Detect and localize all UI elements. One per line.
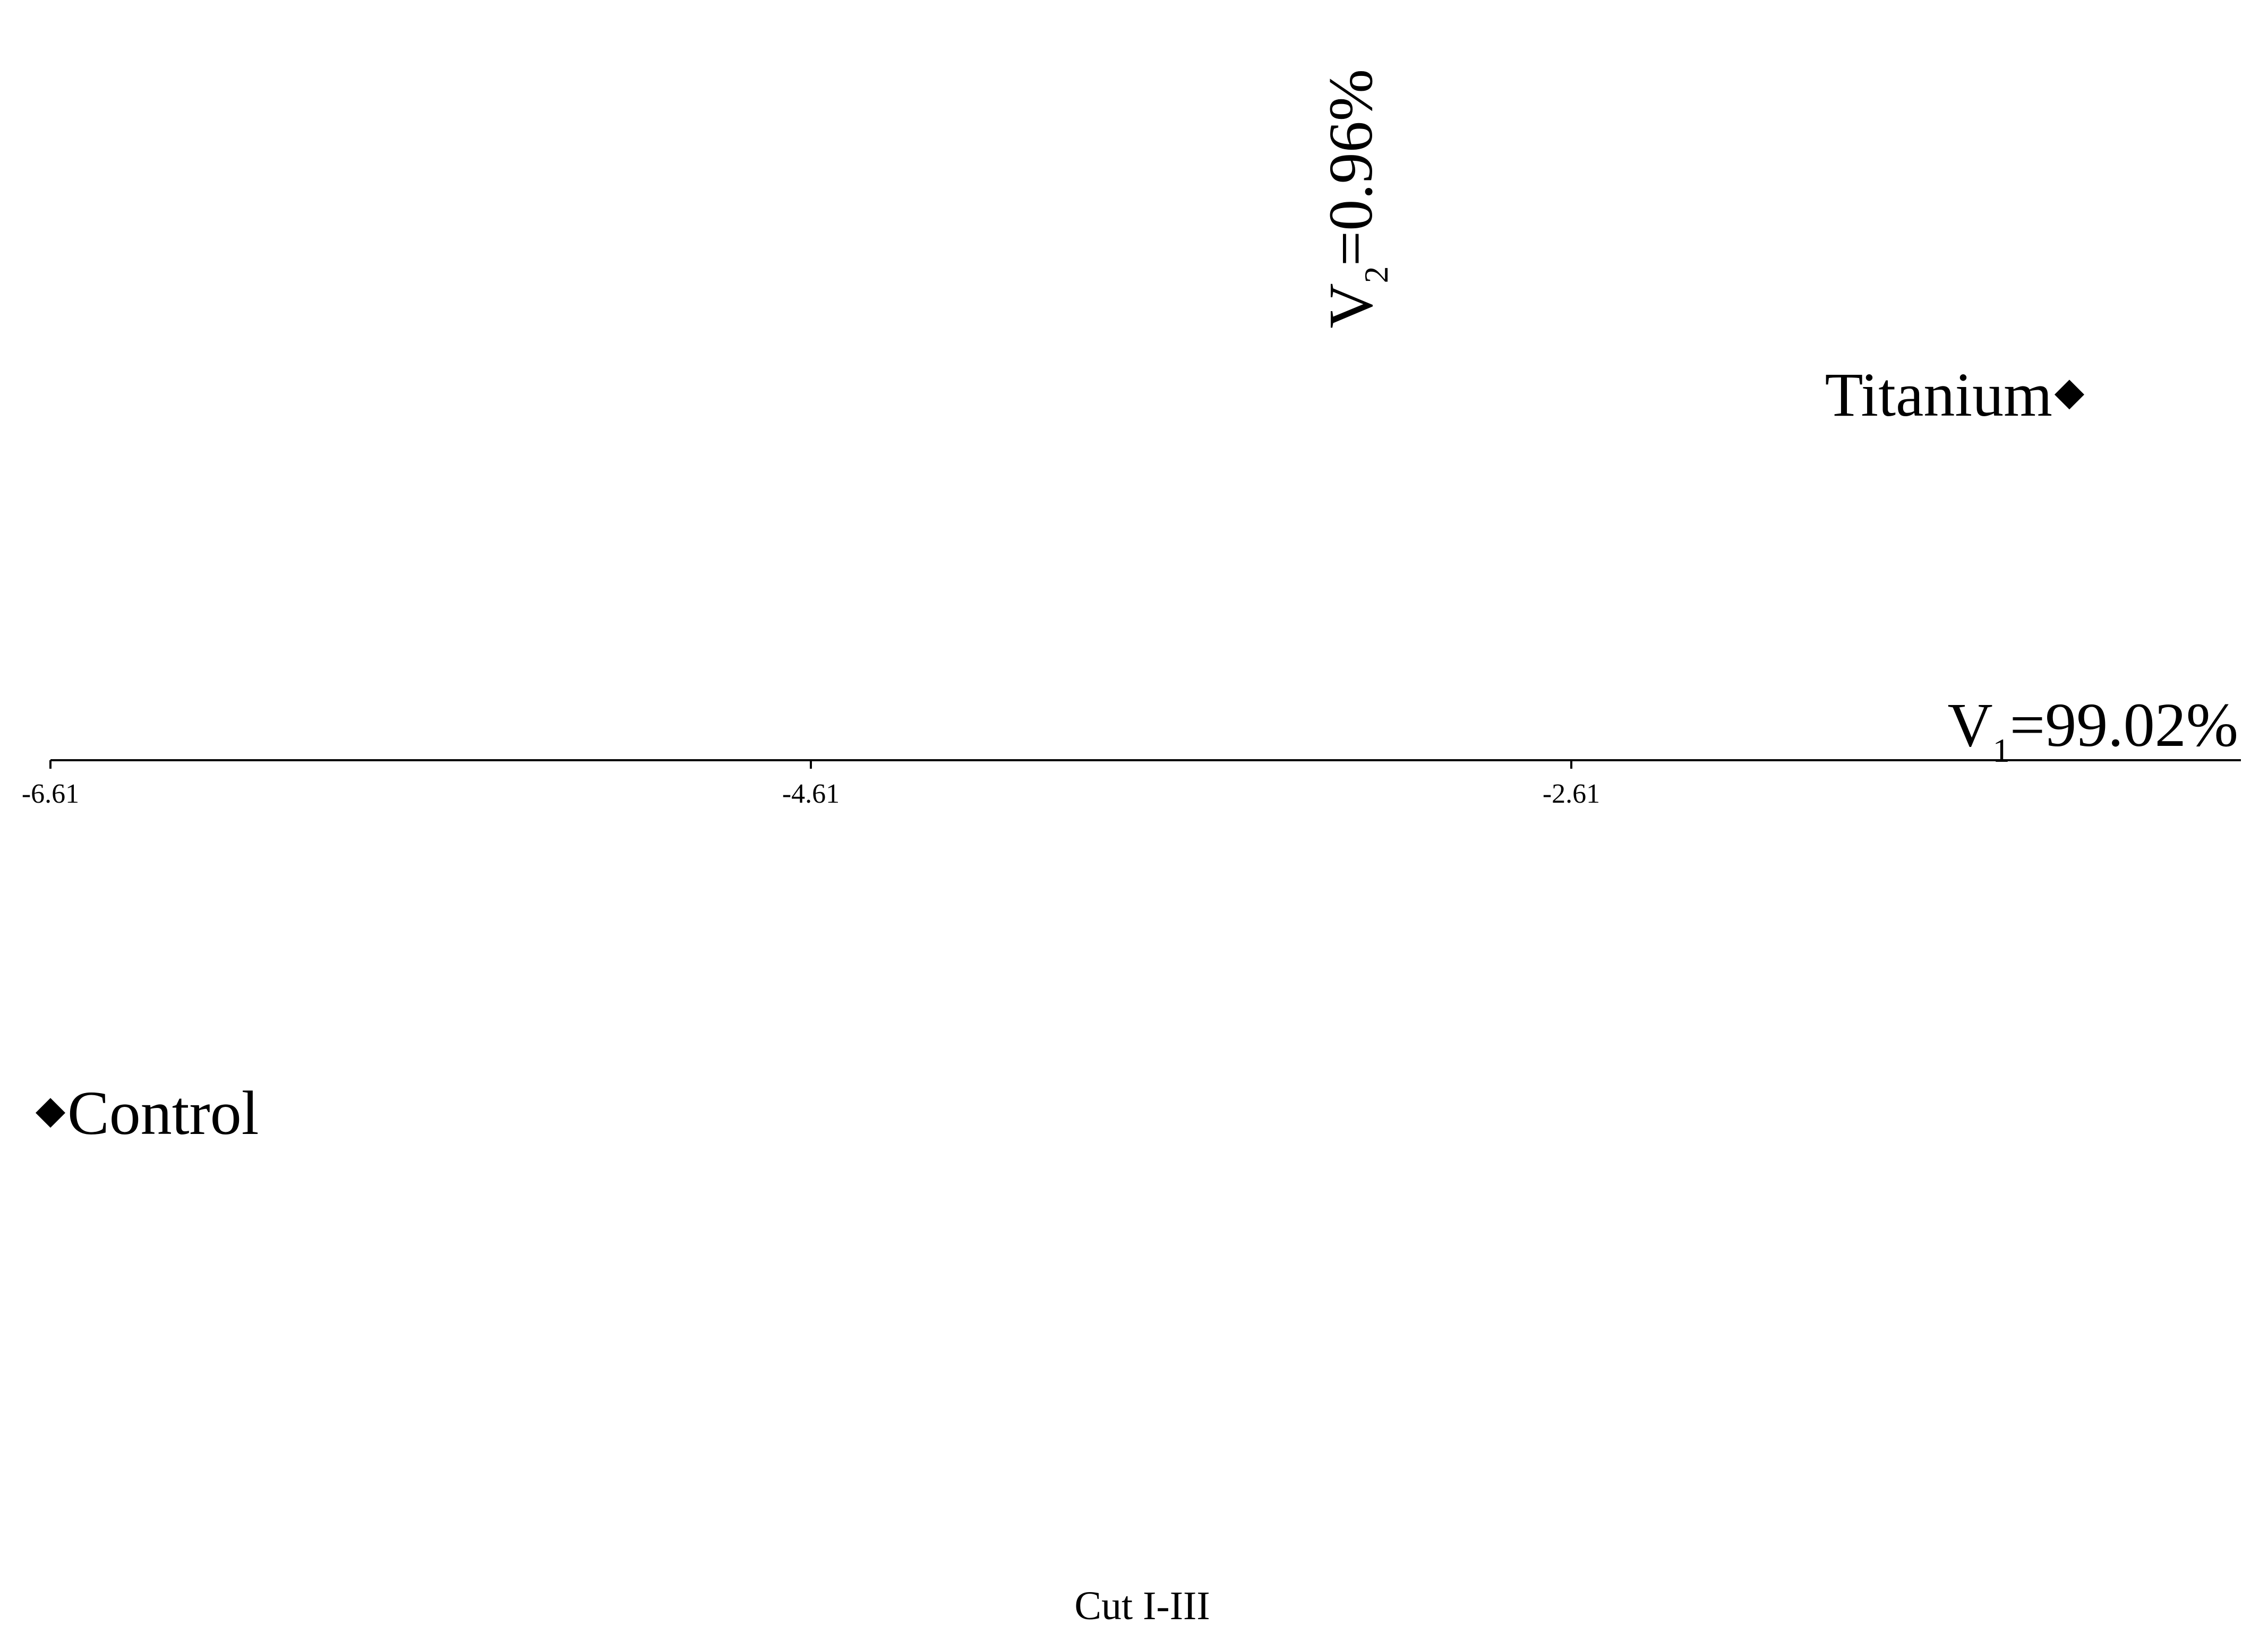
data-point-marker (2054, 380, 2084, 410)
data-points: Amino acidsTitaniumControlAmino acids+Ti… (36, 360, 2084, 1148)
y-axis-title-base: V (1316, 283, 1385, 328)
data-point-label: Titanium (1825, 360, 2052, 429)
x-tick-label: -6.61 (22, 779, 79, 809)
y-axis-title-rest: =0.96% (1316, 69, 1385, 266)
x-axis-ticks: -6.61-4.61-2.61-0.611.393.39 (22, 760, 1600, 809)
data-point-label: Control (67, 1078, 259, 1148)
x-tick-label: -2.61 (1543, 779, 1600, 809)
x-tick-label: -4.61 (782, 779, 840, 809)
x-axis-title: V1=99.02% (1947, 690, 2238, 769)
y-axis-title: V2=0.96% (1316, 69, 1395, 329)
x-axis-title-rest: =99.02% (2010, 690, 2238, 760)
chart-caption: Cut I-III (1074, 1584, 1210, 1628)
data-point-marker (36, 1098, 65, 1128)
y-axis-title-subscript: 2 (1357, 266, 1395, 283)
x-axis-title-base: V (1947, 690, 1992, 760)
x-axis-title-subscript: 1 (1993, 732, 2010, 769)
